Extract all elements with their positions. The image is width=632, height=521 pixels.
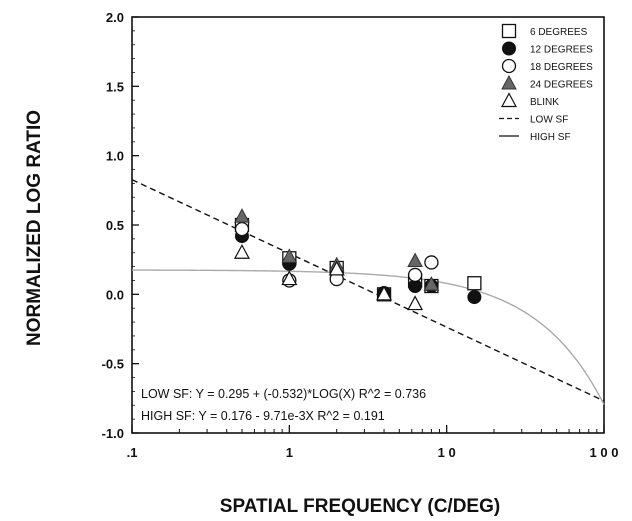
fit-lines — [131, 179, 605, 405]
y-tick-label: 0.0 — [106, 287, 124, 302]
low-sf-equation: LOW SF: Y = 0.295 + (-0.532)*LOG(X) R^2 … — [141, 387, 426, 401]
legend-label: 24 DEGREES — [530, 80, 593, 91]
legend-item: 18 DEGREES — [501, 58, 593, 74]
data-points — [233, 208, 482, 311]
legend-marker — [502, 41, 516, 56]
data-point — [424, 255, 439, 270]
legend-label: 18 DEGREES — [530, 62, 593, 73]
low-sf-fit-line — [131, 179, 605, 402]
y-tick-label: 2.0 — [106, 10, 124, 25]
x-tick-label: 1 0 — [438, 445, 456, 460]
data-point — [407, 267, 423, 283]
x-tick-label: 1 — [286, 445, 293, 460]
legend-marker — [501, 74, 517, 90]
high-sf-equation: HIGH SF: Y = 0.176 - 9.71e-3X R^2 = 0.19… — [141, 409, 385, 423]
legend-item: 24 DEGREES — [501, 74, 593, 91]
data-point — [281, 270, 298, 286]
legend-item: BLINK — [500, 92, 559, 108]
legend: 6 DEGREES 12 DEGREES 18 DEGREES 24 DEGREES B… — [499, 23, 593, 143]
legend-label: 6 DEGREES — [530, 27, 588, 38]
y-tick-label: 1.0 — [106, 149, 124, 164]
x-axis-ticks: .1 1 1 0 1 0 0 — [127, 425, 619, 460]
high-sf-fit-line — [131, 269, 605, 405]
y-tick-label: 0.5 — [106, 218, 124, 233]
legend-label: HIGH SF — [530, 132, 571, 143]
y-tick-label: -0.5 — [102, 357, 124, 372]
data-point — [423, 276, 440, 291]
x-tick-label: 1 0 0 — [590, 445, 619, 460]
legend-marker — [501, 23, 517, 39]
data-point — [233, 243, 250, 259]
legend-item: 6 DEGREES — [501, 23, 588, 39]
data-point — [234, 222, 250, 237]
legend-marker — [501, 58, 517, 74]
legend-label: 12 DEGREES — [530, 45, 593, 56]
legend-item: HIGH SF — [499, 132, 571, 143]
data-point — [281, 248, 298, 263]
data-point — [467, 276, 482, 291]
y-axis-title: NORMALIZED LOG RATIO — [24, 110, 45, 346]
data-point — [234, 208, 250, 223]
data-point — [376, 285, 393, 301]
series-6-degrees — [234, 217, 482, 302]
x-axis-title: SPATIAL FREQUENCY (C/DEG) — [220, 496, 500, 517]
x-tick-label: .1 — [127, 445, 138, 460]
series-blink — [233, 243, 424, 311]
y-tick-label: -1.0 — [102, 426, 124, 441]
series-12-degrees — [234, 229, 482, 305]
legend-label: LOW SF — [530, 115, 568, 126]
data-point — [328, 260, 345, 276]
y-tick-label: 1.5 — [106, 79, 124, 94]
legend-item: 12 DEGREES — [502, 41, 593, 56]
legend-item: LOW SF — [499, 115, 568, 126]
data-point — [467, 290, 482, 305]
legend-marker — [500, 92, 518, 108]
data-point — [407, 252, 423, 268]
data-point — [407, 295, 424, 311]
legend-label: BLINK — [530, 97, 559, 108]
y-axis-ticks: 2.0 1.5 1.0 0.5 0.0 -0.5 -1.0 — [102, 10, 139, 441]
